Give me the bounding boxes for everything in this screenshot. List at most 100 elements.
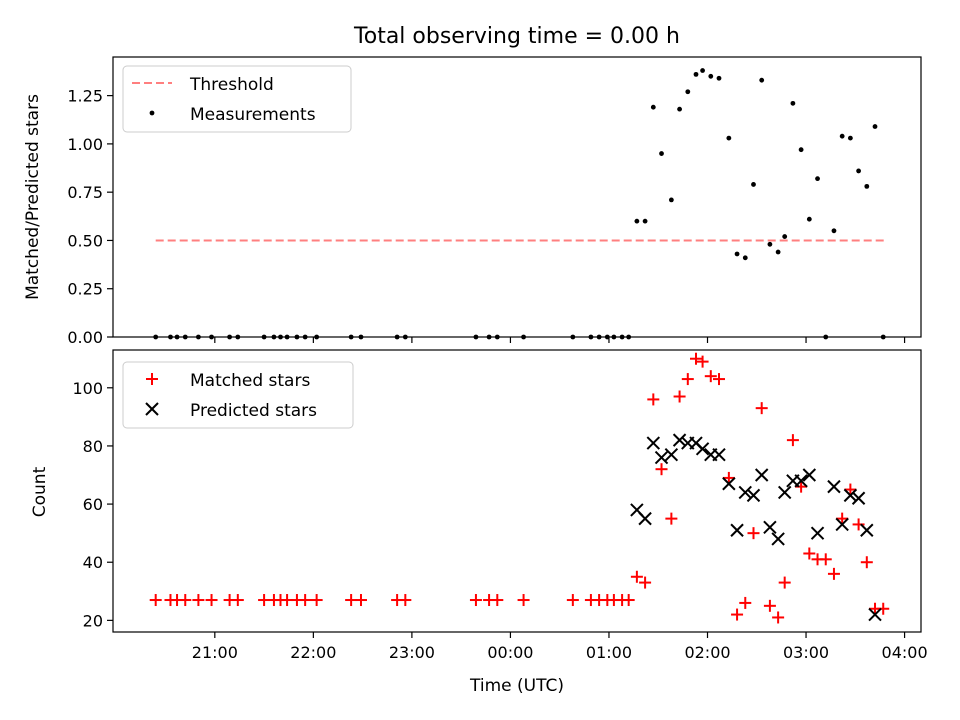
legend-predicted-swatch (145, 402, 159, 416)
bottom-axes-frame (112, 349, 922, 633)
matched-star-point (299, 594, 312, 607)
legend-predicted-label: Predicted stars (190, 401, 317, 421)
predicted-star-point (794, 474, 808, 488)
measurement-point (693, 71, 699, 77)
measurement-point (839, 133, 845, 139)
predicted-star-point (746, 488, 761, 503)
top-axes: 0.00 0.25 0.50 0.75 1.00 1.25 (67, 87, 906, 347)
matched-star-point (655, 463, 668, 476)
matched-star-point (205, 594, 218, 607)
matched-star-point (772, 611, 785, 624)
matched-star-point (778, 576, 791, 589)
matched-star-point (192, 594, 205, 607)
predicted-star-point (672, 433, 687, 447)
matched-star-point (827, 567, 840, 580)
chart-title: Total observing time = 0.00 h (353, 24, 680, 49)
x-tick-label: 23:00 (389, 643, 435, 662)
matched-star-point (469, 594, 482, 607)
matched-star-point (622, 594, 635, 607)
measurement-point (759, 77, 765, 83)
matched-star-point (763, 599, 776, 612)
matched-star-point (639, 576, 652, 589)
bottom-y-tick-label: 100 (72, 379, 103, 398)
matched-star-point (354, 594, 367, 607)
x-tick-label: 01:00 (586, 643, 632, 662)
measurement-point (642, 218, 648, 224)
x-tick-label: 02:00 (684, 643, 730, 662)
legend-measurements-label: Measurements (190, 105, 316, 125)
matched-star-point (673, 390, 686, 403)
predicted-star-point (835, 517, 849, 532)
matched-star-point (877, 602, 890, 615)
top-y-tick-label: 0.50 (67, 231, 103, 250)
top-legend-box (122, 65, 352, 133)
measurement-point (798, 147, 804, 153)
predicted-star-point (638, 511, 652, 526)
bottom-y-tick-label: 40 (83, 553, 103, 572)
predicted-star-point (851, 491, 866, 505)
matched-star-point (665, 512, 678, 525)
matched-star-point (491, 594, 504, 607)
x-tick-label: 03:00 (783, 643, 829, 662)
bottom-plot-area (149, 352, 890, 624)
x-tick-label: 22:00 (290, 643, 336, 662)
x-tick-label: 04:00 (882, 643, 928, 662)
x-tick-label: 00:00 (487, 643, 533, 662)
matched-star-point (149, 594, 162, 607)
predicted-star-point (810, 526, 825, 540)
matched-star-point (566, 594, 579, 607)
bottom-legend-box (122, 361, 354, 429)
matched-star-point (696, 355, 709, 368)
matched-star-point (844, 483, 857, 496)
x-tick-label: 21:00 (192, 643, 238, 662)
top-y-tick-label: 1.00 (67, 135, 103, 154)
measurement-point (634, 218, 640, 224)
legend-matched-label: Matched stars (190, 371, 310, 391)
top-y-tick-label: 0.25 (67, 280, 103, 299)
legend-measurements-swatch (149, 110, 155, 116)
matched-star-point (803, 547, 816, 560)
top-y-tick-label: 1.25 (67, 87, 103, 106)
matched-star-point (836, 512, 849, 525)
matched-star-point (852, 518, 865, 531)
bottom-y-tick-label: 80 (83, 437, 103, 456)
top-y-tick-label: 0.75 (67, 183, 103, 202)
predicted-star-point (730, 523, 744, 537)
measurement-point (767, 241, 773, 247)
measurement-point (734, 251, 740, 257)
measurement-point (782, 234, 788, 239)
x-axis-label: Time (UTC) (469, 676, 564, 696)
matched-star-point (681, 373, 694, 386)
top-y-tick-label: 0.00 (67, 328, 103, 347)
predicted-star-point (664, 447, 679, 462)
matched-star-point (739, 596, 752, 609)
matched-star-point (399, 594, 412, 607)
predicted-star-point (654, 450, 669, 465)
matched-star-point (755, 402, 768, 415)
bottom-y-tick-label: 20 (83, 611, 103, 630)
top-legend: Threshold Measurements (122, 65, 352, 133)
bottom-axes: 21:00 22:00 23:00 00:00 01:00 02:00 03:00 04:00… (72, 379, 927, 662)
legend-matched-swatch (146, 373, 158, 385)
bottom-y-tick-label: 60 (83, 495, 103, 514)
measurement-point (815, 176, 820, 182)
measurement-point (872, 124, 878, 129)
matched-star-point (713, 373, 725, 386)
measurement-point (708, 73, 714, 79)
matched-star-point (179, 594, 192, 607)
measurement-point (790, 100, 796, 106)
bottom-y-axis-label: Count (30, 466, 50, 517)
measurement-point (831, 228, 837, 234)
measurement-point (700, 68, 705, 73)
matched-star-point (517, 594, 530, 607)
predicted-star-point (712, 447, 726, 462)
predicted-star-point (763, 520, 777, 535)
predicted-star-point (868, 607, 882, 622)
measurement-point (856, 168, 861, 174)
measurement-point (806, 216, 812, 222)
measurement-point (726, 135, 732, 141)
matched-star-point (860, 556, 873, 569)
matched-star-point (690, 352, 703, 365)
measurement-point (751, 182, 756, 187)
